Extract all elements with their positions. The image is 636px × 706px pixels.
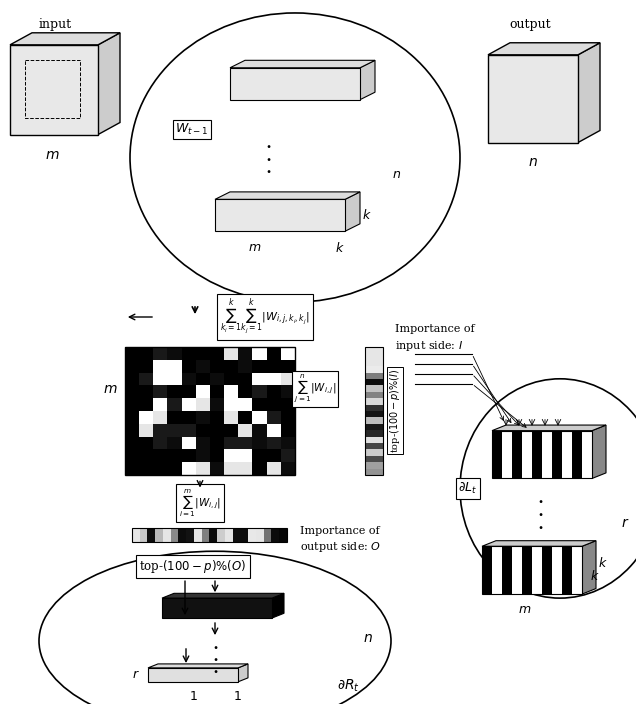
Text: $\bullet$: $\bullet$ xyxy=(265,140,271,150)
Text: output side: $\mathit{O}$: output side: $\mathit{O}$ xyxy=(300,540,381,554)
Text: $\bullet$: $\bullet$ xyxy=(537,508,543,518)
Polygon shape xyxy=(482,546,582,594)
Text: Importance of: Importance of xyxy=(300,527,380,537)
Polygon shape xyxy=(578,43,600,143)
Polygon shape xyxy=(532,431,542,479)
Text: $k$: $k$ xyxy=(362,208,371,222)
Polygon shape xyxy=(512,431,522,479)
Text: $\sum_{i=1}^{m}|W_{i,j}|$: $\sum_{i=1}^{m}|W_{i,j}|$ xyxy=(179,488,221,520)
Text: top-$(100-p)\%(\mathit{I})$: top-$(100-p)\%(\mathit{I})$ xyxy=(388,369,402,453)
Text: $r$: $r$ xyxy=(132,669,140,681)
Polygon shape xyxy=(10,32,120,45)
Ellipse shape xyxy=(130,13,460,302)
Polygon shape xyxy=(522,546,532,594)
Text: $n$: $n$ xyxy=(528,155,538,169)
Text: $\bullet$: $\bullet$ xyxy=(212,665,218,675)
Bar xyxy=(125,347,295,474)
Text: $\partial L_t$: $\partial L_t$ xyxy=(459,481,478,496)
Polygon shape xyxy=(272,593,284,618)
Polygon shape xyxy=(488,55,578,143)
Bar xyxy=(365,347,383,474)
Text: $n$: $n$ xyxy=(205,482,215,496)
Text: $\bullet$: $\bullet$ xyxy=(212,653,218,663)
Text: $m$: $m$ xyxy=(518,603,532,616)
Polygon shape xyxy=(360,60,375,100)
Polygon shape xyxy=(230,60,375,68)
Polygon shape xyxy=(215,199,345,232)
Polygon shape xyxy=(492,425,606,431)
Text: $\partial R_t$: $\partial R_t$ xyxy=(336,678,359,694)
Text: $r$: $r$ xyxy=(621,516,629,530)
Text: $m$: $m$ xyxy=(104,382,118,396)
Text: $\bullet$: $\bullet$ xyxy=(265,165,271,176)
Polygon shape xyxy=(492,431,592,479)
Polygon shape xyxy=(582,541,596,594)
Polygon shape xyxy=(148,664,248,668)
Polygon shape xyxy=(572,431,582,479)
Text: input: input xyxy=(38,18,72,31)
Text: $\bullet$: $\bullet$ xyxy=(537,521,543,532)
Text: $1$: $1$ xyxy=(189,690,197,703)
Text: $\bullet$: $\bullet$ xyxy=(537,496,543,505)
Polygon shape xyxy=(345,192,360,232)
Text: Importance of: Importance of xyxy=(395,324,474,334)
Text: $k$: $k$ xyxy=(590,569,600,583)
Text: output: output xyxy=(509,18,551,31)
Ellipse shape xyxy=(460,379,636,598)
Text: $\bullet$: $\bullet$ xyxy=(265,152,271,162)
Polygon shape xyxy=(162,598,272,618)
Polygon shape xyxy=(492,431,502,479)
Text: $\bullet$: $\bullet$ xyxy=(212,641,218,651)
Polygon shape xyxy=(238,664,248,682)
Text: top-$(100-p)\%(\mathit{O})$: top-$(100-p)\%(\mathit{O})$ xyxy=(139,558,247,575)
Text: $W_{t-1}$: $W_{t-1}$ xyxy=(175,122,208,137)
Polygon shape xyxy=(592,425,606,479)
Ellipse shape xyxy=(39,551,391,706)
Text: $n$: $n$ xyxy=(392,168,401,181)
Polygon shape xyxy=(488,43,600,55)
Polygon shape xyxy=(162,593,284,598)
Bar xyxy=(132,528,287,542)
Polygon shape xyxy=(482,546,492,594)
Text: $n$: $n$ xyxy=(363,631,373,645)
Polygon shape xyxy=(215,192,360,199)
Polygon shape xyxy=(502,546,512,594)
Polygon shape xyxy=(542,546,552,594)
Text: $k$: $k$ xyxy=(335,241,345,256)
Text: $\sum_{j=1}^{n}|W_{i,j}|$: $\sum_{j=1}^{n}|W_{i,j}|$ xyxy=(294,373,336,405)
Text: $1$: $1$ xyxy=(233,690,242,703)
Text: $k$: $k$ xyxy=(598,556,607,570)
Polygon shape xyxy=(552,431,562,479)
Polygon shape xyxy=(10,45,98,135)
Text: $m$: $m$ xyxy=(45,148,59,162)
Polygon shape xyxy=(562,546,572,594)
Text: input side: $\mathit{I}$: input side: $\mathit{I}$ xyxy=(395,339,463,353)
Polygon shape xyxy=(230,68,360,100)
Text: $m$: $m$ xyxy=(248,241,261,254)
Text: $\sum_{k_i=1}^{k}\sum_{k_j=1}^{k}|W_{i,j,k_i,k_j}|$: $\sum_{k_i=1}^{k}\sum_{k_j=1}^{k}|W_{i,j… xyxy=(220,297,310,337)
Polygon shape xyxy=(482,541,596,546)
Polygon shape xyxy=(148,668,238,682)
Polygon shape xyxy=(98,32,120,135)
